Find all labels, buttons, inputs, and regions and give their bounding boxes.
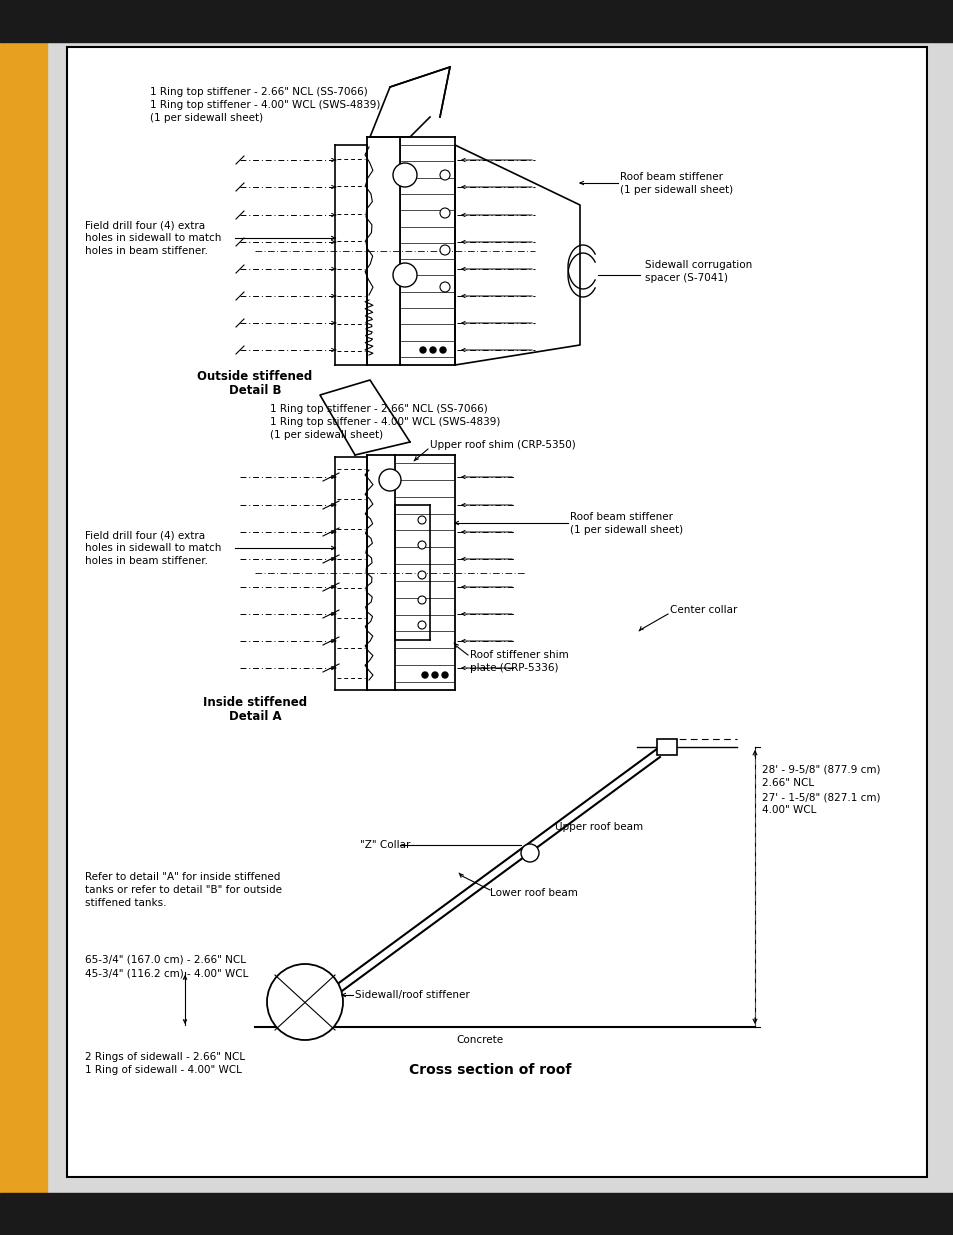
Text: 4.00" WCL: 4.00" WCL	[761, 805, 816, 815]
Text: holes in beam stiffener.: holes in beam stiffener.	[85, 556, 208, 566]
Bar	[657, 739, 677, 755]
Text: Center collar: Center collar	[669, 605, 737, 615]
Text: (1 per sidewall sheet): (1 per sidewall sheet)	[150, 112, 263, 124]
Circle shape	[439, 347, 446, 353]
Text: (1 per sidewall sheet): (1 per sidewall sheet)	[619, 185, 732, 195]
Text: Roof beam stiffener: Roof beam stiffener	[619, 172, 722, 182]
Text: Outside stiffened: Outside stiffened	[197, 370, 313, 384]
Bar	[0, 0, 47, 1235]
Circle shape	[430, 347, 436, 353]
Text: Inside stiffened: Inside stiffened	[203, 697, 307, 709]
Circle shape	[432, 672, 437, 678]
Circle shape	[417, 621, 426, 629]
Circle shape	[520, 844, 538, 862]
Text: Upper roof shim (CRP-5350): Upper roof shim (CRP-5350)	[430, 440, 576, 450]
Circle shape	[441, 672, 448, 678]
Text: Detail B: Detail B	[229, 384, 281, 396]
Text: "Z" Collar—: "Z" Collar—	[359, 840, 420, 850]
Text: 65-3/4" (167.0 cm) - 2.66" NCL: 65-3/4" (167.0 cm) - 2.66" NCL	[85, 955, 246, 965]
Circle shape	[439, 245, 450, 254]
Circle shape	[419, 347, 426, 353]
Text: Refer to detail "A" for inside stiffened: Refer to detail "A" for inside stiffened	[85, 872, 280, 882]
Bar	[0, 0, 953, 42]
Circle shape	[417, 571, 426, 579]
Text: 1 Ring top stiffener - 2.66" NCL (SS-7066): 1 Ring top stiffener - 2.66" NCL (SS-706…	[270, 404, 487, 414]
Text: Concrete: Concrete	[456, 1035, 503, 1045]
Text: 2 Rings of sidewall - 2.66" NCL: 2 Rings of sidewall - 2.66" NCL	[85, 1052, 245, 1062]
Circle shape	[439, 170, 450, 180]
Text: Field drill four (4) extra: Field drill four (4) extra	[85, 530, 205, 540]
Text: Lower roof beam: Lower roof beam	[490, 888, 578, 898]
Circle shape	[393, 263, 416, 287]
Text: 45-3/4" (116.2 cm) - 4.00" WCL: 45-3/4" (116.2 cm) - 4.00" WCL	[85, 968, 248, 978]
Circle shape	[417, 516, 426, 524]
Text: Cross section of roof: Cross section of roof	[409, 1063, 571, 1077]
Text: 1 Ring top stiffener - 2.66" NCL (SS-7066): 1 Ring top stiffener - 2.66" NCL (SS-706…	[150, 86, 367, 98]
Text: spacer (S-7041): spacer (S-7041)	[644, 273, 727, 283]
Text: 1 Ring top stiffener - 4.00" WCL (SWS-4839): 1 Ring top stiffener - 4.00" WCL (SWS-48…	[270, 417, 500, 427]
Circle shape	[439, 207, 450, 219]
Text: Roof stiffener shim: Roof stiffener shim	[470, 650, 568, 659]
Circle shape	[393, 163, 416, 186]
Text: (1 per sidewall sheet): (1 per sidewall sheet)	[270, 430, 383, 440]
Text: (1 per sidewall sheet): (1 per sidewall sheet)	[569, 525, 682, 535]
Text: Upper roof beam: Upper roof beam	[555, 823, 642, 832]
Circle shape	[439, 282, 450, 291]
Text: Roof beam stiffener: Roof beam stiffener	[569, 513, 672, 522]
Circle shape	[378, 469, 400, 492]
Text: Sidewall corrugation: Sidewall corrugation	[644, 261, 752, 270]
Text: holes in sidewall to match: holes in sidewall to match	[85, 543, 221, 553]
Text: plate (CRP-5336): plate (CRP-5336)	[470, 663, 558, 673]
Text: 1 Ring of sidewall - 4.00" WCL: 1 Ring of sidewall - 4.00" WCL	[85, 1065, 242, 1074]
Text: holes in beam stiffener.: holes in beam stiffener.	[85, 246, 208, 256]
Text: Field drill four (4) extra: Field drill four (4) extra	[85, 220, 205, 230]
Text: Detail A: Detail A	[229, 709, 281, 722]
Circle shape	[421, 672, 428, 678]
Text: holes in sidewall to match: holes in sidewall to match	[85, 233, 221, 243]
Text: tanks or refer to detail "B" for outside: tanks or refer to detail "B" for outside	[85, 885, 282, 895]
Text: 27' - 1-5/8" (827.1 cm): 27' - 1-5/8" (827.1 cm)	[761, 792, 880, 802]
Text: 28' - 9-5/8" (877.9 cm): 28' - 9-5/8" (877.9 cm)	[761, 764, 880, 776]
Circle shape	[267, 965, 343, 1040]
Text: 1 Ring top stiffener - 4.00" WCL (SWS-4839): 1 Ring top stiffener - 4.00" WCL (SWS-48…	[150, 100, 380, 110]
Text: stiffened tanks.: stiffened tanks.	[85, 898, 167, 908]
Circle shape	[417, 597, 426, 604]
Text: 2.66" NCL: 2.66" NCL	[761, 778, 813, 788]
Text: Sidewall/roof stiffener: Sidewall/roof stiffener	[355, 990, 469, 1000]
Circle shape	[417, 541, 426, 550]
Bar	[0, 1193, 953, 1235]
